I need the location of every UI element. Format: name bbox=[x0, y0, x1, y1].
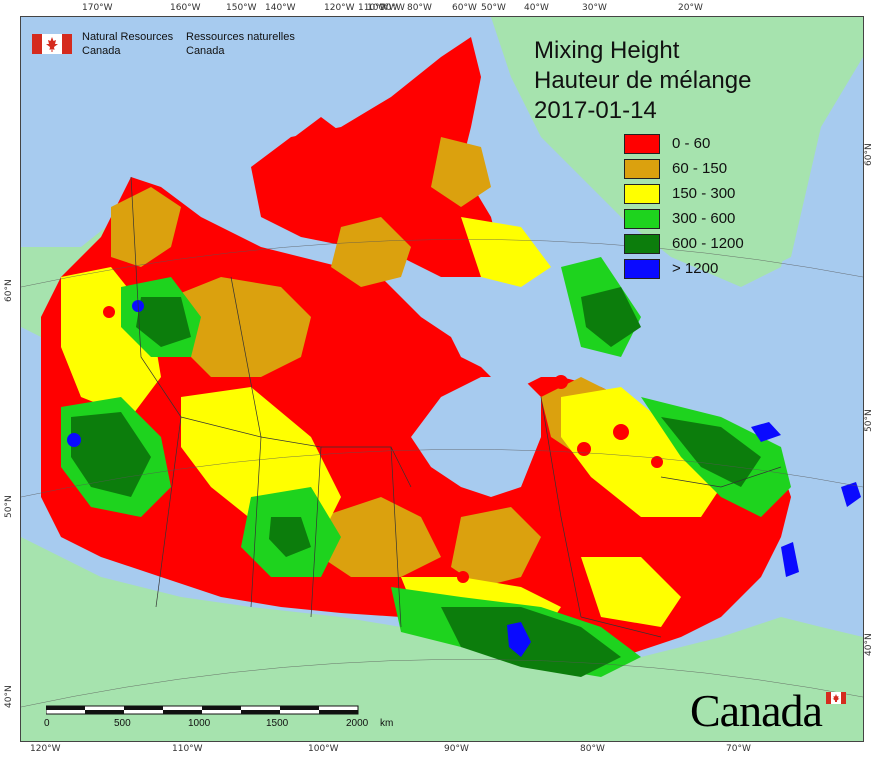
legend-item-2: 150 - 300 bbox=[624, 184, 784, 204]
zone-orange-south bbox=[321, 497, 441, 577]
spot-red-4 bbox=[651, 456, 663, 468]
tick-top-1: 160°W bbox=[170, 3, 201, 13]
scale-tick-3: 1500 bbox=[266, 718, 289, 729]
tick-top-8: 80°W bbox=[407, 3, 432, 13]
legend-label-5: > 1200 bbox=[672, 260, 719, 277]
canada-wordmark: Canada bbox=[690, 685, 823, 736]
spot-red-2 bbox=[613, 424, 629, 440]
org-en-line1: Natural Resources bbox=[82, 31, 174, 43]
legend-swatch-2 bbox=[624, 184, 660, 204]
scale-bar: 0 500 1000 1500 2000 km bbox=[44, 704, 393, 734]
legend-swatch-3 bbox=[624, 209, 660, 229]
tick-top-11: 40°W bbox=[524, 3, 549, 13]
tick-bottom-2: 100°W bbox=[308, 744, 339, 754]
tick-bottom-5: 70°W bbox=[726, 744, 751, 754]
zone-darkgreen-yukon bbox=[136, 297, 191, 347]
legend-swatch-0 bbox=[624, 134, 660, 154]
title-line2: Hauteur de mélange bbox=[534, 67, 752, 94]
spot-blue-bc bbox=[67, 433, 81, 447]
scale-tick-4: 2000 bbox=[346, 718, 369, 729]
spot-blue-novascotia bbox=[781, 542, 799, 577]
legend-swatch-1 bbox=[624, 159, 660, 179]
map-frame bbox=[20, 16, 864, 742]
tick-right-1: 50°N bbox=[864, 409, 874, 432]
tick-right-0: 60°N bbox=[864, 143, 874, 166]
scale-tick-1: 500 bbox=[114, 718, 131, 729]
tick-top-9: 60°W bbox=[452, 3, 477, 13]
zone-orange-center bbox=[171, 277, 311, 377]
tick-top-0: 170°W bbox=[82, 3, 113, 13]
scale-unit: km bbox=[380, 718, 394, 729]
spot-blue-maritimes bbox=[841, 482, 861, 507]
tick-left-1: 50°N bbox=[4, 495, 14, 518]
spot-red-6 bbox=[457, 571, 469, 583]
spot-red-7 bbox=[103, 306, 115, 318]
org-en-line2: Canada bbox=[82, 45, 121, 57]
zone-yellow-se-quebec bbox=[581, 557, 681, 627]
province-borders bbox=[130, 176, 782, 638]
legend-label-4: 600 - 1200 bbox=[672, 235, 744, 252]
arctic-islands-2 bbox=[281, 117, 361, 177]
legend-item-3: 300 - 600 bbox=[624, 209, 784, 229]
org-fr-line2: Canada bbox=[186, 45, 225, 57]
tick-bottom-0: 120°W bbox=[30, 744, 61, 754]
tick-top-4: 120°W bbox=[324, 3, 355, 13]
legend-swatch-4 bbox=[624, 234, 660, 254]
legend-item-5: > 1200 bbox=[624, 259, 784, 279]
greenland-top bbox=[541, 17, 863, 277]
zone-darkgreen-labrador bbox=[581, 287, 641, 347]
legend-item-0: 0 - 60 bbox=[624, 134, 784, 154]
graticule bbox=[21, 239, 863, 708]
zone-orange-baffin bbox=[431, 137, 491, 207]
tick-top-10: 50°W bbox=[481, 3, 506, 13]
spot-blue-newfoundland bbox=[751, 422, 781, 442]
zone-darkgreen-quebec bbox=[661, 417, 761, 487]
legend-label-1: 60 - 150 bbox=[672, 160, 728, 177]
map-canvas bbox=[21, 17, 863, 741]
tick-top-2: 150°W bbox=[226, 3, 257, 13]
tick-bottom-4: 80°W bbox=[580, 744, 605, 754]
title-date: 2017-01-14 bbox=[534, 97, 657, 124]
legend-label-2: 150 - 300 bbox=[672, 185, 736, 202]
tick-top-12: 30°W bbox=[582, 3, 607, 13]
wordmark-flag-icon bbox=[826, 692, 846, 704]
zone-orange-nw bbox=[111, 187, 181, 267]
tick-top-6: 100°W bbox=[367, 3, 398, 13]
tick-right-2: 40°N bbox=[864, 633, 874, 656]
zone-orange-hudson-s bbox=[451, 507, 541, 587]
title-line1: Mixing Height bbox=[534, 37, 680, 64]
tick-top-5: 110°W bbox=[358, 3, 389, 13]
tick-top-13: 20°W bbox=[678, 3, 703, 13]
tick-left-0: 60°N bbox=[4, 279, 14, 302]
scale-bar-graphic bbox=[45, 705, 359, 715]
spot-red-1 bbox=[554, 375, 568, 389]
zone-orange-arctic bbox=[331, 217, 411, 287]
arctic-islands bbox=[251, 37, 501, 277]
org-fr-line1: Ressources naturelles bbox=[186, 31, 295, 43]
canada-flag-icon bbox=[32, 34, 72, 54]
org-name-fr: Ressources naturelles Canada bbox=[186, 30, 295, 58]
zone-darkgreen-prairie bbox=[269, 517, 311, 557]
scale-tick-0: 0 bbox=[44, 718, 50, 729]
legend-item-4: 600 - 1200 bbox=[624, 234, 784, 254]
hudson-bay bbox=[411, 377, 541, 497]
scale-tick-2: 1000 bbox=[188, 718, 211, 729]
map-title: Mixing Height Hauteur de mélange 2017-01… bbox=[534, 36, 751, 126]
tick-bottom-1: 110°W bbox=[172, 744, 203, 754]
zone-yellow-baffin bbox=[461, 217, 551, 287]
tick-left-2: 40°N bbox=[4, 685, 14, 708]
legend-label-3: 300 - 600 bbox=[672, 210, 736, 227]
zone-yellow-quebec bbox=[561, 387, 721, 517]
tick-bottom-3: 90°W bbox=[444, 744, 469, 754]
tick-top-7: 90°W bbox=[380, 3, 405, 13]
tick-top-3: 140°W bbox=[265, 3, 296, 13]
legend-label-0: 0 - 60 bbox=[672, 135, 711, 152]
legend-item-1: 60 - 150 bbox=[624, 159, 784, 179]
spot-blue-great-lakes bbox=[507, 622, 531, 657]
spot-red-3 bbox=[577, 442, 591, 456]
org-name-en: Natural Resources Canada bbox=[82, 30, 173, 58]
legend-swatch-5 bbox=[624, 259, 660, 279]
zone-darkgreen-bc bbox=[71, 412, 151, 497]
